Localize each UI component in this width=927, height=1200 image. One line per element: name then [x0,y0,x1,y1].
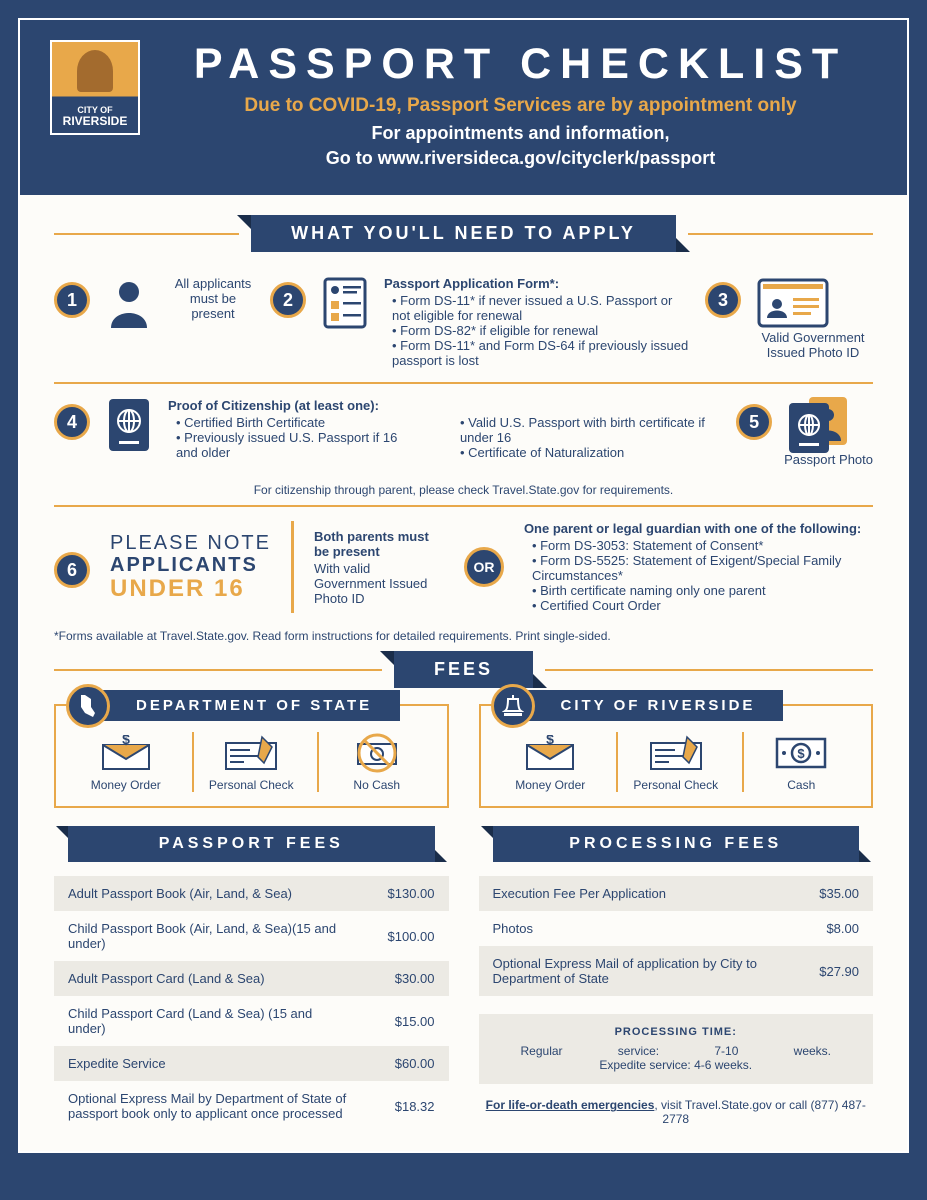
number-badge-4: 4 [54,404,90,440]
money-order-icon: $ [68,732,184,774]
fee-row: Child Passport Card (Land & Sea) (15 and… [54,996,449,1046]
number-badge-1: 1 [54,282,90,318]
fee-row: Expedite Service$60.00 [54,1046,449,1081]
money-order: $ Money Order [68,732,184,792]
page-title: PASSPORT CHECKLIST [164,40,877,89]
fee-row: Optional Express Mail by Department of S… [54,1081,449,1131]
number-badge-5: 5 [736,404,772,440]
processing-time-box: PROCESSING TIME: Regular service: 7-10 w… [479,1014,874,1084]
city-logo: CITY OF RIVERSIDE [50,40,140,135]
no-cash: No Cash [317,732,435,792]
fees-grid: DEPARTMENT OF STATE $ Money Order Person… [54,704,873,1131]
form-icon [318,276,372,330]
under16-label: PLEASE NOTE APPLICANTS UNDER 16 [110,532,271,602]
apply-row-3: 6 PLEASE NOTE APPLICANTS UNDER 16 Both p… [54,513,873,621]
bell-icon [491,684,535,728]
passport-fees-heading: PASSPORT FEES [68,826,435,862]
fee-row: Adult Passport Card (Land & Sea)$30.00 [54,961,449,996]
forms-footnote: *Forms available at Travel.State.gov. Re… [54,629,873,643]
passport-book-icon [102,398,156,452]
page: CITY OF RIVERSIDE PASSPORT CHECKLIST Due… [18,18,909,1153]
logo-text: CITY OF RIVERSIDE [52,106,138,127]
svg-text:$: $ [798,746,806,761]
city-methods: $ Money Order Personal Check $ Cash [493,732,860,792]
fee-row: Child Passport Book (Air, Land, & Sea)(1… [54,911,449,961]
processing-fees-table: Execution Fee Per Application$35.00 Phot… [479,876,874,996]
check-icon [194,732,310,774]
cash: $ Cash [742,732,860,792]
city-column: CITY OF RIVERSIDE $ Money Order Personal… [479,704,874,1131]
item-4-text: Proof of Citizenship (at least one): Cer… [168,398,724,460]
item-2-text: Passport Application Form*: Form DS-11* … [384,276,693,368]
fee-row: Execution Fee Per Application$35.00 [479,876,874,911]
fee-row: Adult Passport Book (Air, Land, & Sea)$1… [54,876,449,911]
under16-one-parent: One parent or legal guardian with one of… [524,521,873,613]
dept-state-methods: $ Money Order Personal Check No Cash [68,732,435,792]
money-order: $ Money Order [493,732,609,792]
city-title: CITY OF RIVERSIDE [511,690,784,721]
item-3-text: Valid Government Issued Photo ID [753,330,873,360]
id-card-icon [753,276,833,330]
processing-fees-heading: PROCESSING FEES [493,826,860,862]
covid-notice: Due to COVID-19, Passport Services are b… [164,95,877,117]
california-icon [66,684,110,728]
apply-row-1: 1 All applicants must be present 2 Passp… [54,268,873,376]
apply-heading: WHAT YOU'LL NEED TO APPLY [251,215,676,252]
passport-photo-icon [784,398,854,452]
svg-text:$: $ [122,735,130,747]
apply-row-2: 4 Proof of Citizenship (at least one): C… [54,390,873,475]
number-badge-6: 6 [54,552,90,588]
fees-heading: FEES [394,651,533,688]
apply-section-banner: WHAT YOU'LL NEED TO APPLY [54,215,873,252]
number-badge-3: 3 [705,282,741,318]
dept-state-box: DEPARTMENT OF STATE $ Money Order Person… [54,704,449,808]
check-icon [618,732,734,774]
header-text: PASSPORT CHECKLIST Due to COVID-19, Pass… [164,40,877,171]
fees-section-banner: FEES [54,651,873,688]
item-1-text: All applicants must be present [168,276,258,321]
under16-both-parents: Both parents must be present With valid … [314,529,444,606]
svg-text:$: $ [546,735,554,747]
item-5-text: Passport Photo [784,452,873,467]
dept-state-title: DEPARTMENT OF STATE [86,690,400,721]
personal-check: Personal Check [616,732,734,792]
appointment-info: For appointments and information, Go to … [164,121,877,171]
number-badge-2: 2 [270,282,306,318]
fee-row: Photos$8.00 [479,911,874,946]
personal-check: Personal Check [192,732,310,792]
dept-state-column: DEPARTMENT OF STATE $ Money Order Person… [54,704,449,1131]
header: CITY OF RIVERSIDE PASSPORT CHECKLIST Due… [20,20,907,195]
fee-row: Optional Express Mail of application by … [479,946,874,996]
no-cash-icon [319,732,435,774]
item-4-note: For citizenship through parent, please c… [54,483,873,497]
person-icon [102,276,156,330]
money-order-icon: $ [493,732,609,774]
city-box: CITY OF RIVERSIDE $ Money Order Personal… [479,704,874,808]
or-badge: OR [464,547,504,587]
emergency-info: For life-or-death emergencies, visit Tra… [479,1098,874,1126]
passport-fees-table: Adult Passport Book (Air, Land, & Sea)$1… [54,876,449,1131]
cash-icon: $ [744,732,860,774]
content: WHAT YOU'LL NEED TO APPLY 1 All applican… [20,195,907,1151]
